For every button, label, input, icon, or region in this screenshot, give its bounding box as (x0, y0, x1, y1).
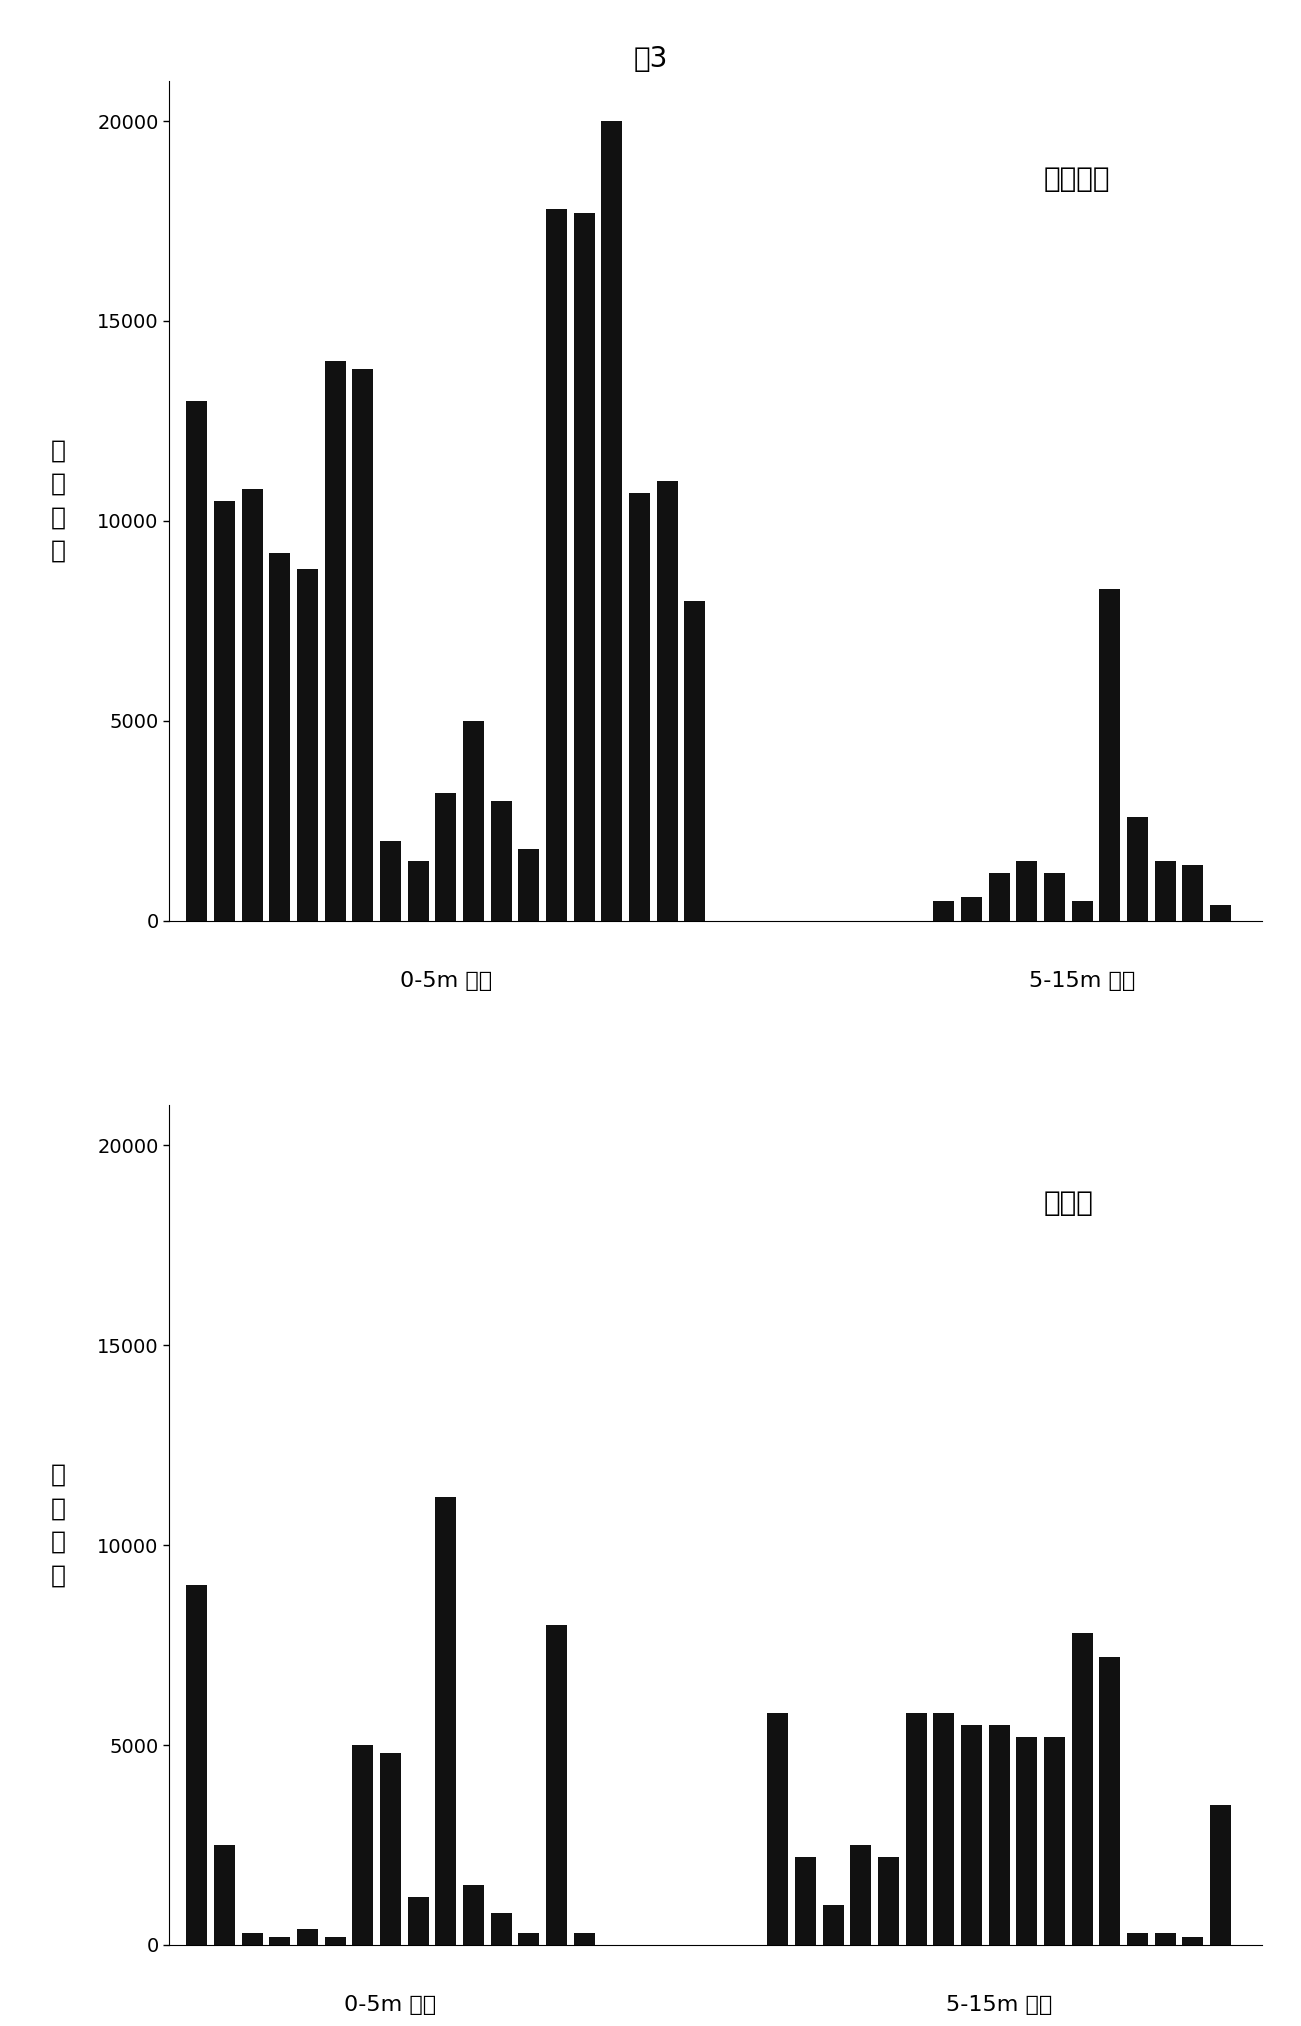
Bar (768, 1714, 788, 1945)
Text: 5-15m 小肠: 5-15m 小肠 (946, 1996, 1053, 2016)
Bar (961, 898, 982, 920)
Bar (436, 792, 457, 920)
Bar (380, 841, 401, 920)
Bar (297, 569, 317, 920)
Bar (436, 1497, 457, 1945)
Bar (1099, 590, 1120, 920)
Bar (407, 1896, 428, 1945)
Bar (325, 361, 346, 920)
Y-axis label: 幼
虫
数
量: 幼 虫 数 量 (51, 1463, 65, 1588)
Text: 0-5m 小肠: 0-5m 小肠 (399, 970, 492, 991)
Bar (1210, 906, 1231, 920)
Bar (989, 1724, 1010, 1945)
Bar (851, 1846, 872, 1945)
Bar (989, 873, 1010, 920)
Bar (601, 122, 622, 920)
Bar (1016, 861, 1037, 920)
Bar (1099, 1657, 1120, 1945)
Bar (518, 849, 539, 920)
Bar (574, 1933, 595, 1945)
Text: 图3: 图3 (634, 45, 667, 73)
Bar (269, 1937, 290, 1945)
Bar (490, 800, 511, 920)
Bar (684, 602, 705, 920)
Bar (1183, 1937, 1203, 1945)
Bar (630, 492, 649, 920)
Text: 免疫羊: 免疫羊 (1043, 1189, 1093, 1218)
Bar (269, 553, 290, 920)
Text: 5-15m 小肠: 5-15m 小肠 (1029, 970, 1136, 991)
Bar (1155, 1933, 1176, 1945)
Bar (795, 1858, 816, 1945)
Bar (353, 1744, 373, 1945)
Bar (1155, 861, 1176, 920)
Bar (490, 1913, 511, 1945)
Bar (518, 1933, 539, 1945)
Bar (215, 500, 235, 920)
Bar (961, 1724, 982, 1945)
Bar (215, 1846, 235, 1945)
Bar (822, 1904, 843, 1945)
Bar (1183, 865, 1203, 920)
Bar (297, 1929, 317, 1945)
Bar (878, 1858, 899, 1945)
Bar (463, 721, 484, 920)
Text: 未感染羊: 未感染羊 (1043, 164, 1110, 192)
Bar (546, 209, 567, 920)
Bar (242, 488, 263, 920)
Bar (1072, 902, 1093, 920)
Bar (325, 1937, 346, 1945)
Bar (1016, 1736, 1037, 1945)
Bar (574, 213, 595, 920)
Bar (905, 1714, 926, 1945)
Bar (380, 1752, 401, 1945)
Bar (546, 1625, 567, 1945)
Bar (186, 1584, 207, 1945)
Bar (186, 401, 207, 920)
Bar (242, 1933, 263, 1945)
Bar (463, 1884, 484, 1945)
Bar (933, 902, 954, 920)
Y-axis label: 幼
虫
数
量: 幼 虫 数 量 (51, 438, 65, 563)
Bar (353, 369, 373, 920)
Bar (407, 861, 428, 920)
Bar (1045, 873, 1064, 920)
Bar (1210, 1805, 1231, 1945)
Text: 0-5m 小肠: 0-5m 小肠 (345, 1996, 437, 2016)
Bar (1127, 816, 1147, 920)
Bar (1072, 1633, 1093, 1945)
Bar (1045, 1736, 1064, 1945)
Bar (657, 480, 678, 920)
Bar (1127, 1933, 1147, 1945)
Bar (933, 1714, 954, 1945)
